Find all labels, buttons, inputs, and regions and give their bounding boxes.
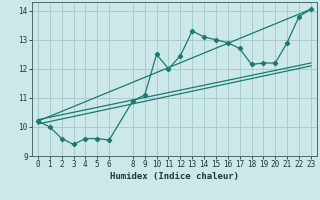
X-axis label: Humidex (Indice chaleur): Humidex (Indice chaleur) (110, 172, 239, 181)
